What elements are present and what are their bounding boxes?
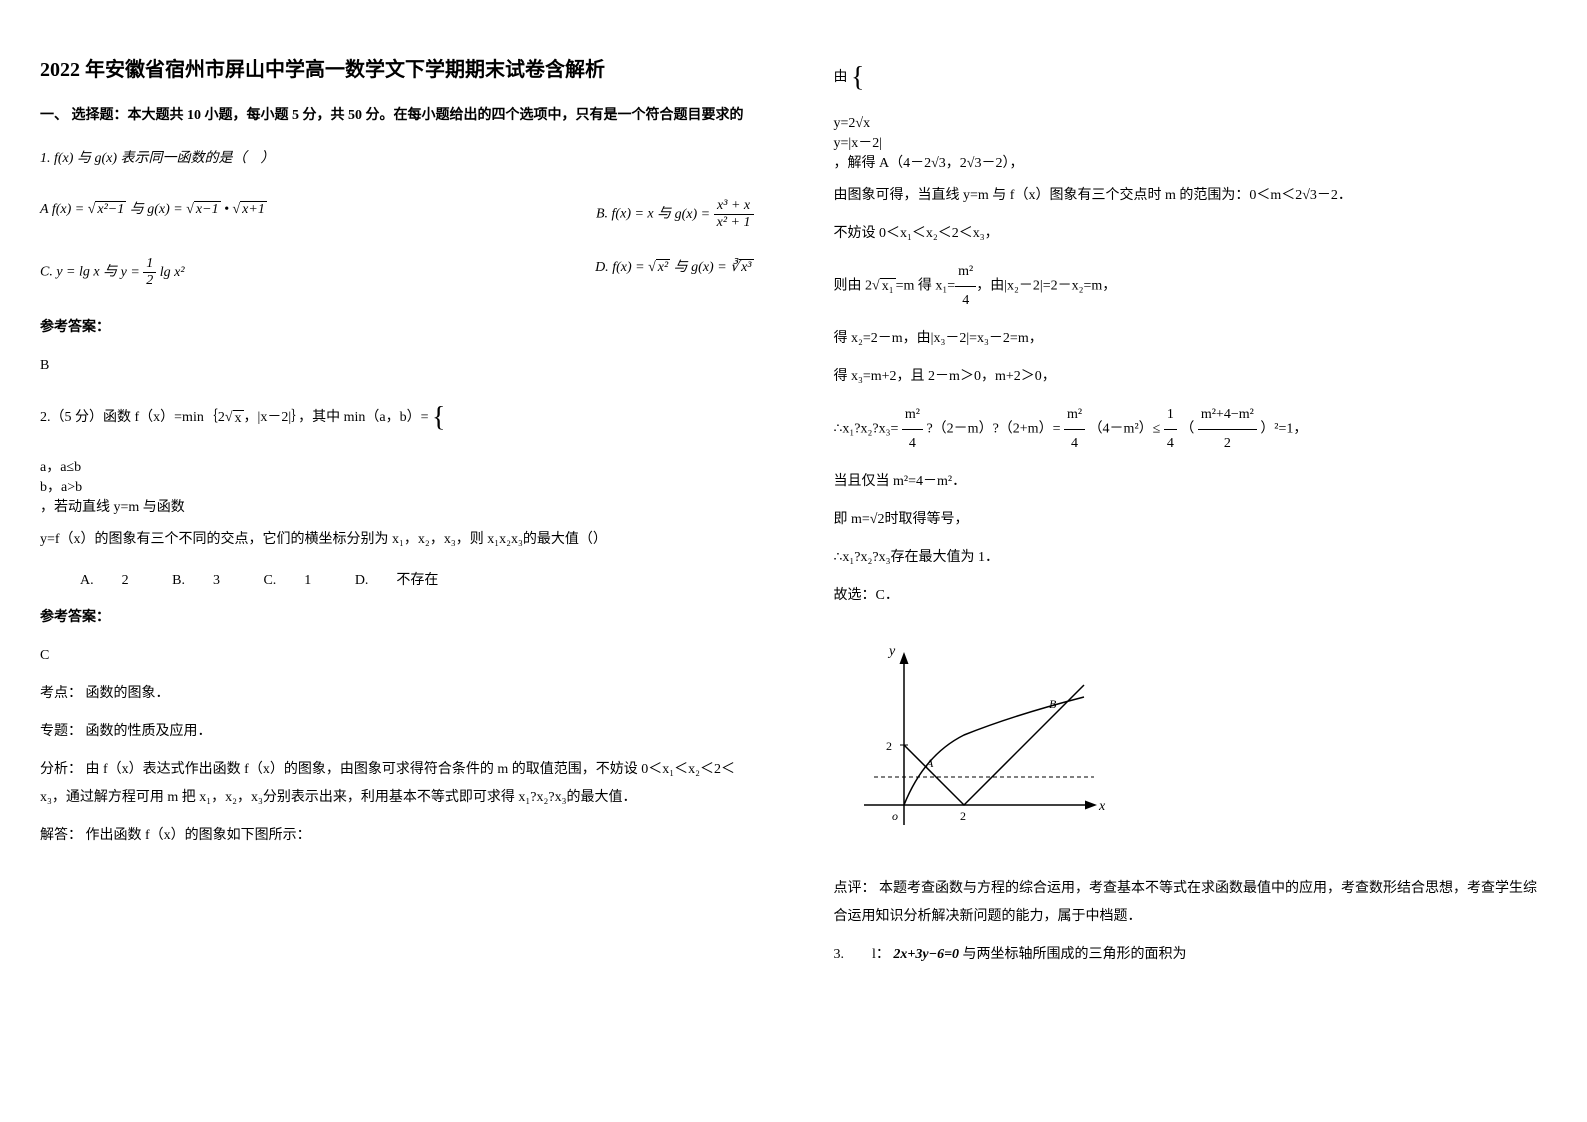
c2l1-pre: 由 (834, 70, 848, 85)
col2-line3: 不妨设 0＜x₁＜x₂＜2＜x₃， (834, 220, 1548, 248)
c2l4-m2: ，由|x₂－2|=2－x₂=m， (976, 279, 1116, 294)
col2-line2: 由图象可得，当直线 y=m 与 f（x）图象有三个交点时 m 的范围为：0＜m＜… (834, 182, 1548, 210)
dianping: 点评： 本题考查函数与方程的综合运用，考查基本不等式在求函数最值中的应用，考查数… (834, 875, 1548, 931)
dianping-label: 点评： (834, 881, 876, 896)
c2l7-m3: （ (1180, 422, 1194, 437)
fenxi-label: 分析： (40, 762, 82, 777)
col2-line9: 即 m=√2时取得等号， (834, 506, 1548, 534)
c2l1-post: ，解得 A（4－2√3，2√3－2）， (834, 156, 1024, 171)
sqrt-curve (904, 697, 1084, 805)
kaodian: 考点： 函数的图象． (40, 680, 754, 708)
col2-line8: 当且仅当 m²=4－m²． (834, 468, 1548, 496)
kaodian-text: 函数的图象． (86, 686, 170, 701)
left-column: 2022 年安徽省宿州市屏山中学高一数学文下学期期末试卷含解析 一、 选择题：本… (40, 40, 754, 979)
q1-options-row1: A f(x) = √x²−1 与 g(x) = √x−1 • √x+1 B. f… (40, 198, 754, 231)
col2-line10: ∴x₁?x₂?x₃存在最大值为 1． (834, 544, 1548, 572)
q2-mid1: ，|x－2|｝，其中 min（a，b）= (244, 411, 429, 426)
right-column: 由 { y=2√x y=|x－2| ，解得 A（4－2√3，2√3－2）， 由图… (834, 40, 1548, 979)
kaodian-label: 考点： (40, 686, 82, 701)
col2-line11: 故选：C． (834, 582, 1548, 610)
c2l4-m1: =m 得 x₁= (896, 279, 956, 294)
q2-choiceC: C. 1 (263, 573, 311, 588)
q2-stem-line2: y=f（x）的图象有三个不同的交点，它们的横坐标分别为 x₁，x₂，x₃，则 x… (40, 526, 754, 554)
col2-line4: 则由 2√x₁=m 得 x₁=m²4，由|x₂－2|=2－x₂=m， (834, 258, 1548, 315)
q3-eq: 2x+3y−6=0 (893, 947, 959, 962)
tick-x2: 2 (960, 809, 966, 823)
q2-stem: 2.（5 分）函数 f（x）=min｛2√x，|x－2|｝，其中 min（a，b… (40, 390, 754, 446)
q3: 3. l： 2x+3y−6=0 与两坐标轴所围成的三角形的面积为 (834, 941, 1548, 969)
c2l4-pre: 则由 2 (834, 279, 873, 294)
answer-label-2: 参考答案： (40, 604, 754, 632)
fenxi-text: 由 f（x）表达式作出函数 f（x）的图象，由图象可求得符合条件的 m 的取值范… (40, 762, 735, 805)
q2-answer: C (40, 642, 754, 670)
origin-label: o (892, 809, 898, 823)
c2-brace-bot: y=|x－2| (834, 132, 1548, 152)
col2-line1: 由 { (834, 50, 1548, 106)
q2-brace-top: a，a≤b (40, 456, 754, 476)
col2-line5: 得 x₂=2－m，由|x₃－2|=x₃－2=m， (834, 325, 1548, 353)
q2-pre: 2.（5 分）函数 f（x）=min｛2 (40, 411, 225, 426)
zhuanti-label: 专题： (40, 724, 82, 739)
jieda-label: 解答： (40, 828, 82, 843)
q1-options-row2: C. y = lg x 与 y = 12 lg x² D. f(x) = √x²… (40, 256, 754, 289)
label-B: B (1049, 697, 1057, 711)
q3-pre: 3. l： (834, 947, 890, 962)
q1-answer: B (40, 352, 754, 380)
fenxi: 分析： 由 f（x）表达式作出函数 f（x）的图象，由图象可求得符合条件的 m … (40, 756, 754, 812)
q1-optB: B. f(x) = x 与 g(x) = x³ + xx² + 1 (596, 198, 754, 231)
q2-brace-bot: b，a>b (40, 476, 754, 496)
q3-post: 与两坐标轴所围成的三角形的面积为 (963, 947, 1187, 962)
zhuanti-text: 函数的性质及应用． (86, 724, 212, 739)
label-A: A (925, 756, 934, 770)
col2-line7: ∴x₁?x₂?x₃= m²4 ?（2－m）?（2+m）= m²4 （4－m²）≤… (834, 401, 1548, 458)
c2l7-pre: ∴x₁?x₂?x₃= (834, 422, 899, 437)
dianping-text: 本题考查函数与方程的综合运用，考查基本不等式在求函数最值中的应用，考查数形结合思… (834, 881, 1538, 924)
function-graph: x y o 2 2 A B (834, 635, 1114, 845)
q1-optC: C. y = lg x 与 y = 12 lg x² (40, 256, 185, 289)
col2-line6: 得 x₃=m+2，且 2－m＞0，m+2＞0， (834, 363, 1548, 391)
tick-y2: 2 (886, 739, 892, 753)
answer-label-1: 参考答案： (40, 314, 754, 342)
c2l1-brace: { (851, 50, 866, 106)
q1-optD: D. f(x) = √x² 与 g(x) = ∛x³ (595, 256, 753, 289)
y-label: y (887, 644, 896, 659)
x-label: x (1098, 799, 1106, 814)
q2-choiceB: B. 3 (172, 573, 220, 588)
c2l7-m4: ）²=1， (1260, 422, 1307, 437)
q1-optA: A f(x) = √x²−1 与 g(x) = √x−1 • √x+1 (40, 198, 267, 231)
c2l7-m2: （4－m²）≤ (1089, 422, 1161, 437)
q2-brace: { (432, 390, 447, 446)
q2-choices: A. 2 B. 3 C. 1 D. 不存在 (80, 569, 714, 589)
q1-tail: 表示同一函数的是（ ） (120, 151, 274, 166)
q2-choiceD: D. 不存在 (355, 573, 439, 588)
c2l7-m1: ?（2－m）?（2+m）= (926, 422, 1060, 437)
abs-line (904, 685, 1084, 805)
zhuanti: 专题： 函数的性质及应用． (40, 718, 754, 746)
q2-mid2: ，若动直线 y=m 与函数 (40, 500, 185, 515)
q1-stem: 1. f(x) 与 g(x) 表示同一函数的是（ ） (40, 145, 754, 173)
q2-choiceA: A. 2 (80, 573, 129, 588)
jieda-text: 作出函数 f（x）的图象如下图所示： (86, 828, 311, 843)
page-title: 2022 年安徽省宿州市屏山中学高一数学文下学期期末试卷含解析 (40, 53, 754, 82)
jieda: 解答： 作出函数 f（x）的图象如下图所示： (40, 822, 754, 850)
section-heading: 一、 选择题：本大题共 10 小题，每小题 5 分，共 50 分。在每小题给出的… (40, 102, 754, 130)
c2-brace-top: y=2√x (834, 116, 1548, 132)
